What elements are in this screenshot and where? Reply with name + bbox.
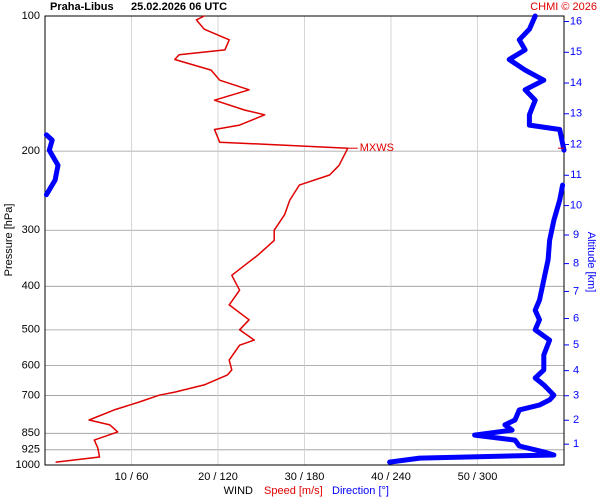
y-tick-label: 100 bbox=[22, 10, 40, 22]
y-axis-label: Pressure [hPa] bbox=[3, 204, 15, 277]
direction-line bbox=[43, 13, 567, 465]
y2-tick-label: 13 bbox=[570, 108, 582, 120]
y-tick-label: 700 bbox=[22, 389, 40, 401]
legend-entry: Speed [m/s] bbox=[264, 485, 323, 497]
annotation: MXWS bbox=[360, 142, 394, 154]
y2-axis-label: Altitude [km] bbox=[585, 232, 597, 293]
speed-line bbox=[55, 15, 349, 463]
y2-tick-label: 2 bbox=[573, 414, 579, 426]
x-tick-label: 50 / 300 bbox=[458, 471, 498, 483]
y2-tick-label: 10 bbox=[570, 199, 582, 211]
y2-tick-label: 11 bbox=[570, 169, 581, 181]
station-title: Praha-Libus bbox=[50, 1, 114, 13]
y2-tick-label: 7 bbox=[573, 285, 579, 297]
y2-tick-label: 8 bbox=[573, 258, 579, 270]
y2-tick-label: 16 bbox=[570, 15, 582, 27]
y-tick-label: 1000 bbox=[16, 459, 40, 471]
y2-tick-label: 12 bbox=[570, 138, 582, 150]
y-tick-label: 300 bbox=[22, 224, 40, 236]
y2-tick-label: 4 bbox=[573, 365, 579, 377]
y-tick-label: 600 bbox=[22, 359, 40, 371]
y-tick-label: 850 bbox=[22, 427, 40, 439]
y-tick-label: 925 bbox=[22, 444, 40, 456]
credit: CHMI © 2026 bbox=[530, 1, 597, 13]
legend-entry: Direction [°] bbox=[332, 485, 389, 497]
x-tick-label: 10 / 60 bbox=[115, 471, 149, 483]
plot-frame bbox=[44, 15, 565, 466]
y2-tick-label: 1 bbox=[573, 438, 579, 450]
y-tick-label: 400 bbox=[22, 280, 40, 292]
y2-tick-label: 3 bbox=[573, 390, 579, 402]
x-axis-label: WIND bbox=[224, 485, 253, 497]
x-tick-label: 20 / 120 bbox=[198, 471, 238, 483]
y-tick-label: 500 bbox=[22, 324, 40, 336]
y2-tick-label: 15 bbox=[570, 46, 582, 58]
y2-tick-label: 5 bbox=[573, 339, 579, 351]
y2-tick-label: 14 bbox=[570, 77, 582, 89]
x-tick-label: 30 / 180 bbox=[285, 471, 325, 483]
chart-subtitle: 25.02.2026 06 UTC bbox=[131, 1, 227, 13]
y2-tick-label: 9 bbox=[573, 229, 579, 241]
x-tick-label: 40 / 240 bbox=[371, 471, 411, 483]
y-tick-label: 200 bbox=[22, 145, 40, 157]
y2-tick-label: 6 bbox=[573, 312, 579, 324]
